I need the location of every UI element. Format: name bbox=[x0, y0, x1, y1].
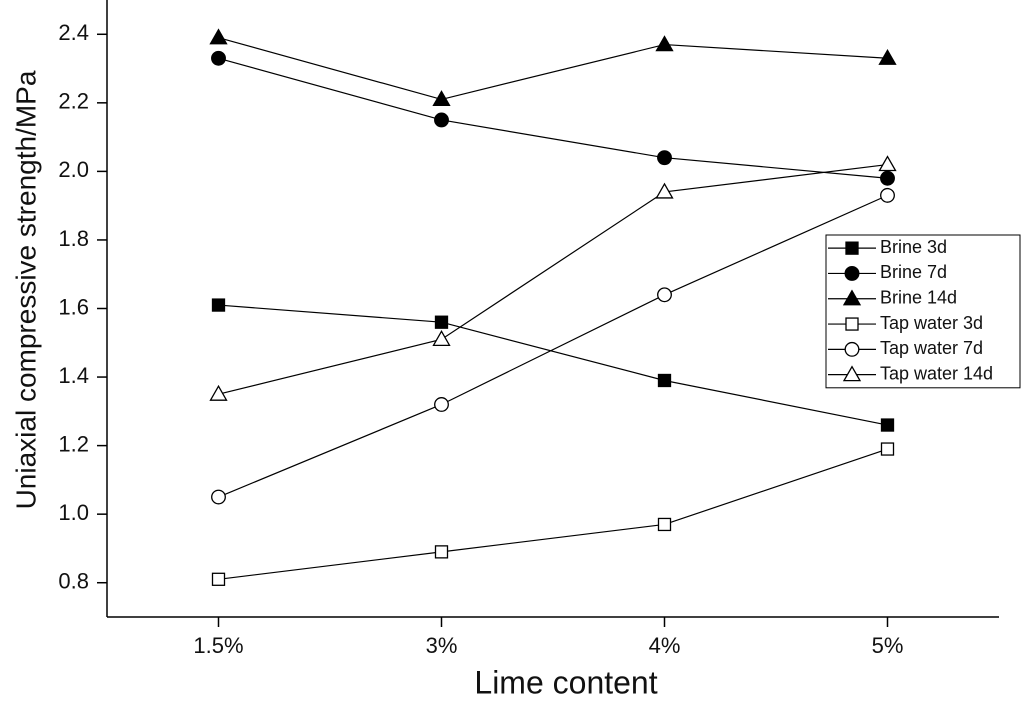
x-tick-label: 3% bbox=[426, 633, 458, 658]
marker bbox=[655, 35, 674, 52]
marker bbox=[657, 517, 672, 532]
marker bbox=[657, 287, 672, 303]
legend-label: Brine 7d bbox=[880, 262, 947, 282]
marker bbox=[434, 545, 449, 559]
marker bbox=[878, 155, 897, 172]
marker bbox=[434, 397, 449, 412]
marker bbox=[880, 170, 895, 186]
y-tick-label: 1.8 bbox=[58, 226, 89, 251]
x-tick-label: 5% bbox=[872, 633, 904, 658]
marker bbox=[845, 317, 859, 331]
series-line bbox=[218, 57, 888, 179]
marker bbox=[211, 572, 226, 586]
marker bbox=[845, 241, 859, 255]
marker bbox=[878, 48, 897, 65]
legend-box bbox=[825, 234, 1021, 389]
legend: Brine 3d Brine 7d Brine 14d Tap water 3d Tap… bbox=[825, 234, 1021, 389]
marker bbox=[844, 341, 860, 357]
marker bbox=[657, 373, 672, 388]
series-line bbox=[218, 194, 888, 498]
marker bbox=[842, 365, 862, 382]
legend-label: Brine 14d bbox=[880, 288, 957, 308]
marker bbox=[209, 28, 228, 45]
x-tick-label: 1.5% bbox=[193, 633, 243, 658]
series-line bbox=[218, 448, 888, 580]
y-tick-label: 0.8 bbox=[58, 569, 89, 594]
series-line bbox=[218, 37, 888, 101]
marker bbox=[880, 187, 895, 203]
y-tick-label: 2.2 bbox=[58, 89, 89, 114]
marker bbox=[209, 384, 228, 401]
marker bbox=[211, 489, 226, 505]
marker bbox=[432, 90, 451, 107]
marker bbox=[842, 289, 862, 306]
marker bbox=[432, 330, 451, 347]
series-line bbox=[218, 163, 888, 395]
y-axis-title: Uniaxial compressive strength/MPa bbox=[10, 70, 41, 509]
marker bbox=[880, 418, 895, 432]
y-tick-label: 1.6 bbox=[58, 294, 89, 319]
y-tick-label: 1.0 bbox=[58, 500, 89, 525]
marker bbox=[655, 182, 674, 199]
x-tick-label: 4% bbox=[649, 633, 681, 658]
marker bbox=[211, 298, 226, 312]
y-tick-label: 1.4 bbox=[58, 363, 89, 388]
marker bbox=[211, 50, 226, 66]
y-tick-label: 1.2 bbox=[58, 431, 89, 456]
legend-label: Tap water 3d bbox=[880, 313, 983, 333]
y-tick-label: 2.0 bbox=[58, 157, 89, 182]
y-tick-label: 2.4 bbox=[58, 20, 89, 45]
marker bbox=[880, 442, 895, 456]
marker bbox=[434, 315, 449, 329]
legend-label: Tap water 7d bbox=[880, 338, 983, 358]
marker bbox=[844, 266, 860, 281]
marker bbox=[657, 150, 672, 166]
series-line bbox=[218, 304, 888, 426]
x-axis-title: Lime content bbox=[474, 664, 657, 700]
legend-label: Brine 3d bbox=[880, 237, 947, 257]
legend-label: Tap water 14d bbox=[880, 363, 993, 383]
marker bbox=[434, 112, 449, 128]
